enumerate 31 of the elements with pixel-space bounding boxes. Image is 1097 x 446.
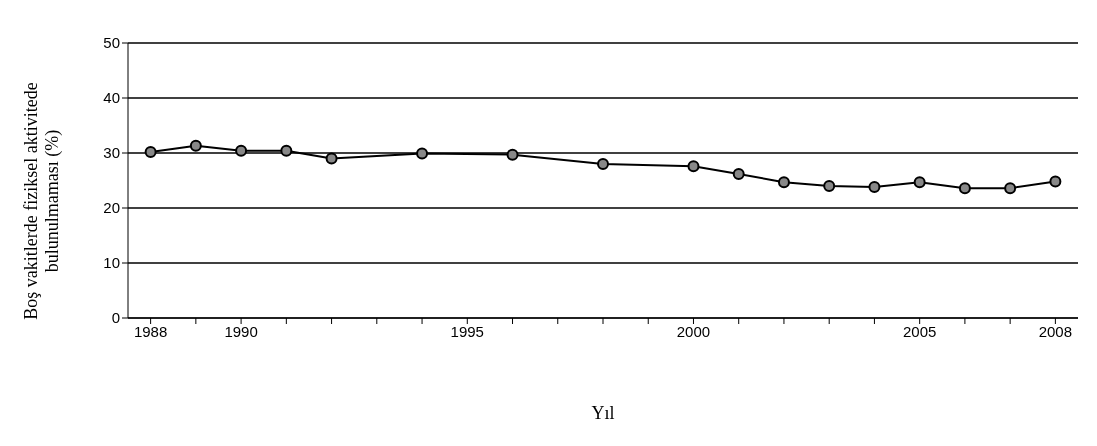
point — [189, 139, 202, 152]
x-tick-label: 1988 — [133, 322, 168, 340]
point — [777, 176, 790, 189]
y-tick-label: 40 — [103, 89, 120, 107]
point — [506, 148, 519, 161]
x-axis-title: Yıl — [590, 403, 616, 424]
point — [1049, 175, 1062, 188]
point — [280, 144, 293, 157]
y-tick-label: 10 — [103, 254, 120, 272]
y-tick-label: 20 — [103, 199, 120, 217]
y-tick-label: 50 — [103, 34, 120, 52]
point — [416, 147, 429, 160]
point — [597, 158, 609, 170]
point — [1004, 182, 1017, 195]
point — [687, 160, 700, 173]
point — [732, 167, 745, 180]
y-axis-title: Boş vakitlerde fiziksel aktivitede bulunulmaması (%) — [20, 80, 62, 322]
x-tick-label: 1995 — [450, 322, 484, 340]
x-tick-label: 2005 — [902, 322, 937, 340]
x-tick-label: 1990 — [224, 322, 258, 340]
point — [913, 176, 926, 189]
point — [144, 145, 157, 158]
y-tick-label: 30 — [103, 144, 120, 162]
x-tick-label: 2008 — [1038, 322, 1073, 340]
point — [235, 144, 248, 157]
point — [868, 181, 881, 194]
y-tick-label: 0 — [111, 309, 120, 327]
x-tick-label: 2000 — [676, 322, 711, 340]
point — [325, 152, 338, 165]
point — [958, 182, 971, 195]
point — [823, 180, 836, 192]
